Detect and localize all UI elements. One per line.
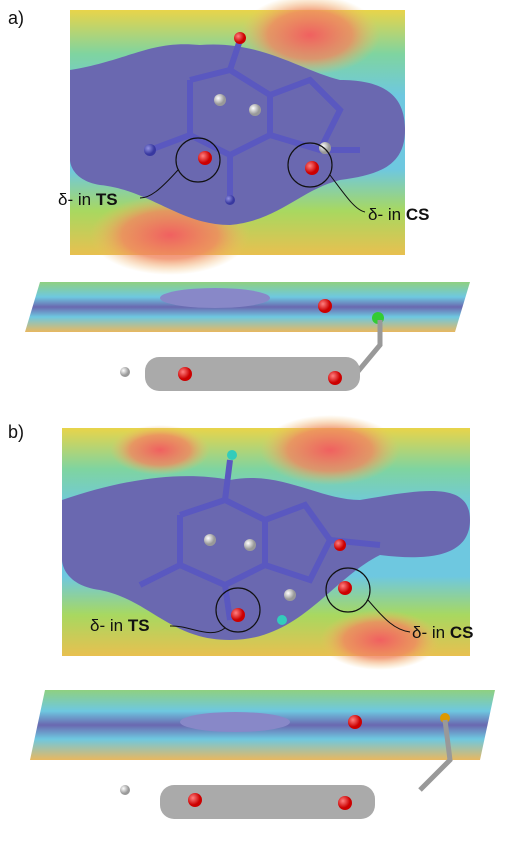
text-part: CS (450, 623, 474, 642)
text-part: δ- in (412, 623, 445, 642)
annotation: δ- in CS (368, 205, 429, 224)
side-view-a (25, 282, 470, 391)
text-part: δ- in (90, 616, 123, 635)
annotation: δ- in CS (412, 623, 473, 642)
annotation: δ- in TS (58, 190, 118, 209)
text-part: δ- in (58, 190, 91, 209)
panel-label: a) (8, 8, 24, 28)
text-part: δ- in (368, 205, 401, 224)
figure: a) δ- in TS δ- in CS b) δ- in TS δ- in C… (0, 0, 510, 844)
text-part: TS (128, 616, 150, 635)
text-part: CS (406, 205, 430, 224)
text-part: TS (96, 190, 118, 209)
annotation: δ- in TS (90, 616, 150, 635)
side-view-b (30, 690, 495, 819)
panel-label: b) (8, 422, 24, 442)
